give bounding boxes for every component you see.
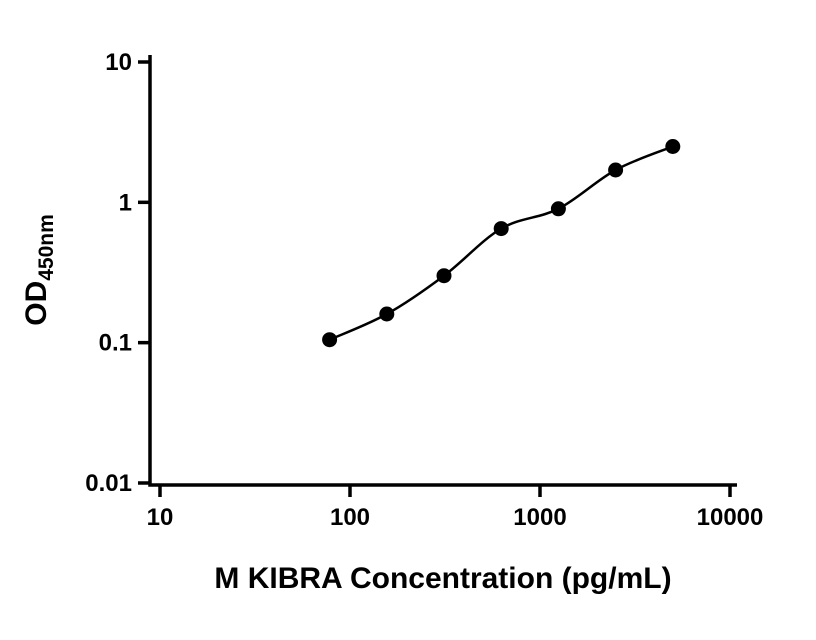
y-tick-label: 0.1 <box>99 330 132 357</box>
x-tick-label: 10000 <box>697 504 764 531</box>
x-axis-title: M KIBRA Concentration (pg/mL) <box>214 562 671 595</box>
y-tick-label: 0.01 <box>85 470 132 497</box>
x-tick-label: 10 <box>147 504 174 531</box>
x-tick-label: 1000 <box>513 504 566 531</box>
axis-frame <box>148 55 737 487</box>
x-tick-label: 100 <box>330 504 370 531</box>
y-axis-title-main: OD <box>20 281 53 326</box>
y-axis-title-subscript: 450nm <box>35 214 58 281</box>
standard-curve-line <box>329 145 674 341</box>
y-tick-label: 10 <box>105 49 132 76</box>
y-tick-label: 1 <box>119 189 132 216</box>
y-axis-title: OD450nm <box>20 214 58 326</box>
